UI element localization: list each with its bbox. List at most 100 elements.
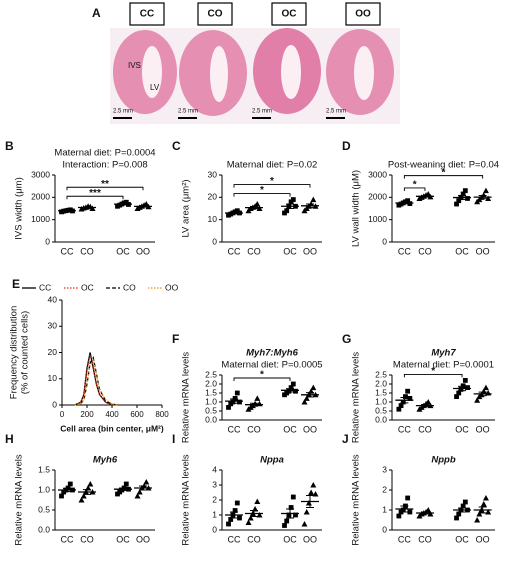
y-tick-label: 3000 xyxy=(31,169,50,179)
y-axis-label: Relative mRNA levels xyxy=(14,454,25,546)
data-point xyxy=(405,198,411,204)
data-point xyxy=(456,198,462,204)
data-point xyxy=(143,479,150,485)
data-point xyxy=(303,509,310,515)
data-point xyxy=(234,500,240,506)
x-tick-label: OC xyxy=(283,424,297,434)
x-axis-label: Cell area (bin center, μM²) xyxy=(60,423,164,433)
y-tick-label: 0.0 xyxy=(205,414,217,424)
data-point xyxy=(288,505,294,510)
significance-bracket xyxy=(403,187,426,191)
y-tick-label: 2000 xyxy=(31,192,50,202)
data-point xyxy=(59,493,64,499)
data-point xyxy=(407,509,413,515)
x-tick-label: CC xyxy=(228,246,241,256)
data-point xyxy=(237,399,242,405)
y-tick-label: 1.0 xyxy=(205,396,217,406)
data-point xyxy=(234,390,240,396)
x-tick-label: CO xyxy=(418,424,432,434)
x-tick-label: OC xyxy=(116,534,130,544)
y-tick-label: 10 xyxy=(208,214,218,224)
data-point xyxy=(462,188,468,194)
data-line xyxy=(74,358,119,406)
y-tick-label: 0.5 xyxy=(375,405,387,415)
x-tick-label: OC xyxy=(283,534,297,544)
y-tick-label: 0 xyxy=(212,236,217,246)
scale-bar-label: 2.5 mm xyxy=(178,109,198,115)
x-tick-label: CO xyxy=(247,246,261,256)
x-tick-label: CO xyxy=(247,424,261,434)
x-tick-label: OC xyxy=(455,534,469,544)
data-point xyxy=(293,388,298,394)
data-point xyxy=(310,482,317,488)
x-tick-label: OO xyxy=(303,534,317,544)
data-point xyxy=(425,190,432,197)
significance-bracket xyxy=(233,193,291,197)
x-tick-label: OO xyxy=(476,424,490,434)
y-tick-label: 0 xyxy=(382,524,387,534)
ventricle xyxy=(142,46,162,98)
panel-letter: G xyxy=(342,332,351,346)
data-point xyxy=(310,384,317,391)
y-tick-label: 1000 xyxy=(368,214,387,224)
data-point xyxy=(405,388,411,394)
data-point xyxy=(290,494,296,500)
data-point xyxy=(480,501,487,507)
data-point xyxy=(460,383,466,389)
data-point xyxy=(293,512,298,518)
x-tick-label: CO xyxy=(80,246,94,256)
x-tick-label: CC xyxy=(61,534,74,544)
x-tick-label: 600 xyxy=(130,410,144,419)
significance-bracket xyxy=(403,373,463,378)
x-tick-label: OC xyxy=(283,246,297,256)
chart-title: Myh6 xyxy=(93,455,118,466)
data-point xyxy=(474,397,481,403)
data-point xyxy=(396,406,402,412)
data-point xyxy=(482,384,489,391)
data-point xyxy=(134,493,141,499)
data-point xyxy=(400,399,406,405)
data-point xyxy=(254,498,261,504)
x-tick-label: OO xyxy=(136,534,150,544)
annotation: Maternal diet: P=0.0001 xyxy=(393,360,494,371)
data-point xyxy=(232,508,238,513)
data-point xyxy=(80,493,87,499)
y-tick-label: 3000 xyxy=(368,169,387,179)
significance-label: *** xyxy=(89,188,101,199)
heart-sections xyxy=(110,28,400,124)
y-tick-label: 0 xyxy=(382,236,387,246)
data-point xyxy=(237,515,242,521)
data-point xyxy=(78,497,85,503)
x-tick-label: CC xyxy=(398,246,411,256)
data-point xyxy=(462,378,468,383)
data-point xyxy=(308,489,315,495)
significance-label: * xyxy=(260,370,264,381)
data-point xyxy=(123,481,129,487)
y-axis-label: LV wall width (μM) xyxy=(351,170,362,247)
ventricle xyxy=(210,46,228,102)
label-box xyxy=(271,2,307,26)
y-axis-label: (% of counted cells) xyxy=(20,311,31,394)
panel-letter: B xyxy=(5,139,14,153)
data-point xyxy=(485,195,492,201)
x-tick-label: OO xyxy=(476,534,490,544)
data-point xyxy=(310,196,317,203)
panel-letter: E xyxy=(12,277,20,291)
x-tick-label: CC xyxy=(398,534,411,544)
y-tick-label: 0.5 xyxy=(205,405,217,415)
data-point xyxy=(427,511,434,517)
annotation: Interaction: P=0.008 xyxy=(62,160,147,171)
x-tick-label: CC xyxy=(398,424,411,434)
data-point xyxy=(282,523,287,528)
y-axis-label: Relative mRNA levels xyxy=(351,454,362,546)
significance-bracket xyxy=(403,175,484,179)
data-point xyxy=(290,381,296,387)
legend-label: OC xyxy=(81,282,94,292)
x-tick-label: CC xyxy=(228,424,241,434)
significance-label: * xyxy=(442,167,446,178)
panel-letter: J xyxy=(342,432,349,446)
data-point xyxy=(284,518,290,524)
x-tick-label: CC xyxy=(61,246,74,256)
data-point xyxy=(425,399,432,405)
